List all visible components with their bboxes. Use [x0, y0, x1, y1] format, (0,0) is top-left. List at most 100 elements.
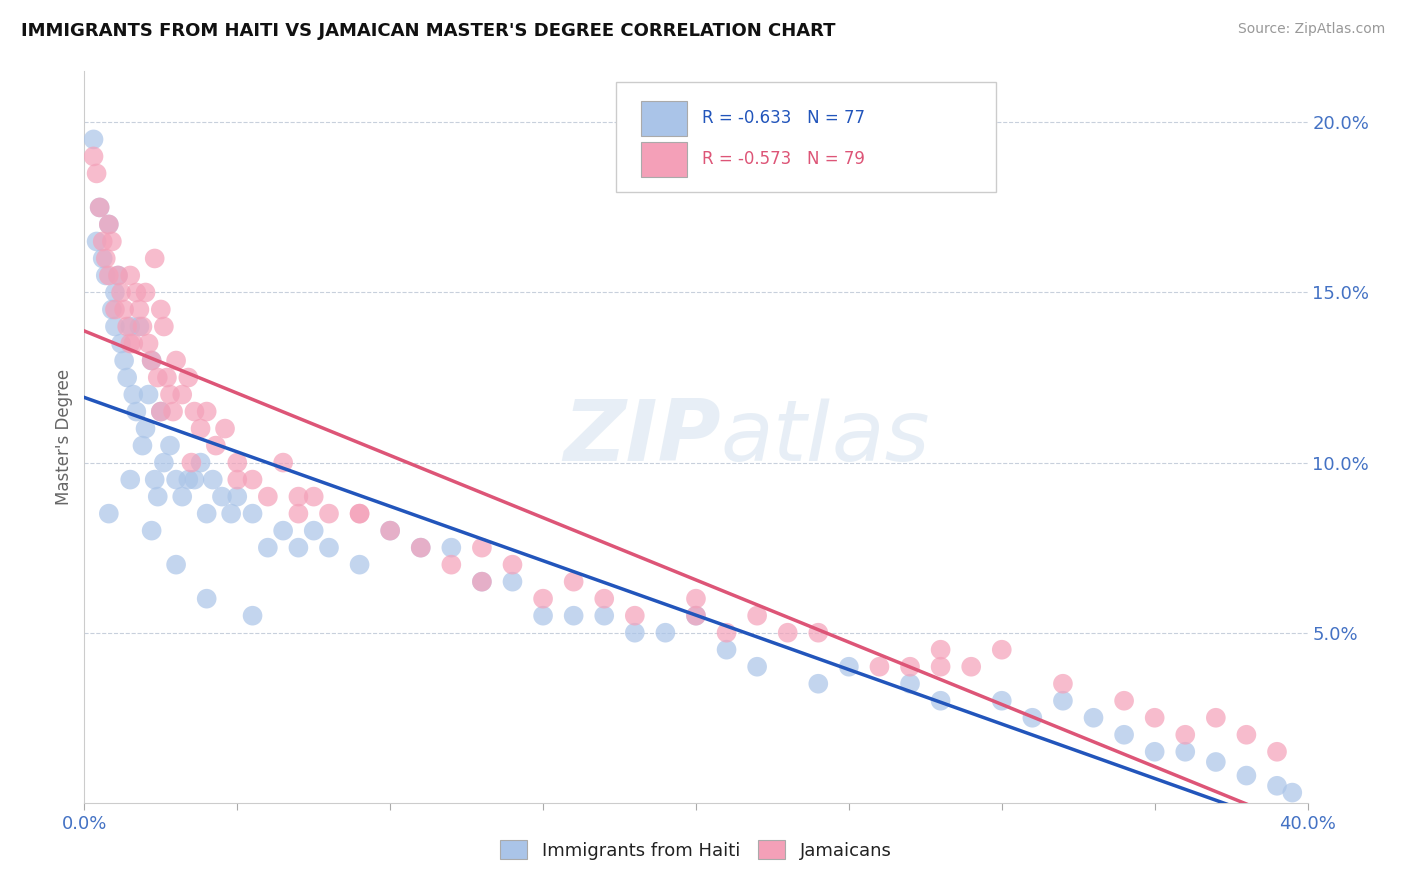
Point [531, 591, 554, 606]
Point [159, 387, 181, 401]
Point [122, 336, 145, 351]
Point [271, 524, 294, 538]
Y-axis label: Master's Degree: Master's Degree [55, 369, 73, 505]
Point [440, 541, 463, 555]
Point [201, 473, 224, 487]
Point [86, 166, 108, 180]
Point [1083, 711, 1105, 725]
Point [562, 608, 585, 623]
Point [1205, 711, 1227, 725]
Point [159, 439, 181, 453]
Point [349, 507, 371, 521]
Point [898, 677, 921, 691]
Point [242, 473, 264, 487]
Point [747, 608, 769, 623]
Point [104, 319, 127, 334]
Point [929, 694, 952, 708]
Point [120, 473, 142, 487]
Text: Source: ZipAtlas.com: Source: ZipAtlas.com [1237, 22, 1385, 37]
Point [120, 336, 142, 351]
Bar [641, 142, 688, 177]
Point [141, 524, 163, 538]
Point [471, 541, 494, 555]
Point [107, 268, 129, 283]
Point [471, 574, 494, 589]
Point [146, 490, 169, 504]
Point [991, 694, 1014, 708]
Point [83, 132, 105, 146]
Point [898, 659, 921, 673]
Point [91, 252, 114, 266]
Point [131, 439, 153, 453]
Point [991, 642, 1014, 657]
Point [190, 421, 212, 435]
Point [141, 353, 163, 368]
Point [257, 490, 280, 504]
Point [1052, 677, 1074, 691]
Point [115, 370, 138, 384]
Point [146, 370, 169, 384]
Point [287, 541, 309, 555]
Point [86, 235, 108, 249]
Point [125, 285, 148, 300]
Point [318, 541, 340, 555]
Point [716, 642, 738, 657]
Point [502, 558, 524, 572]
Point [165, 558, 187, 572]
Point [624, 608, 647, 623]
Point [1174, 728, 1197, 742]
Point [869, 659, 891, 673]
Point [219, 507, 242, 521]
Point [143, 252, 166, 266]
Text: R = -0.573   N = 79: R = -0.573 N = 79 [702, 150, 865, 168]
Point [562, 574, 585, 589]
Point [1114, 694, 1136, 708]
Point [471, 574, 494, 589]
Point [97, 218, 120, 232]
Point [94, 268, 117, 283]
Point [929, 659, 952, 673]
Point [380, 524, 402, 538]
Point [502, 574, 524, 589]
Point [97, 507, 120, 521]
Point [131, 319, 153, 334]
Point [205, 439, 228, 453]
Point [165, 353, 187, 368]
Point [1236, 728, 1258, 742]
Point [838, 659, 860, 673]
Point [747, 659, 769, 673]
Point [242, 507, 264, 521]
Point [172, 490, 194, 504]
Bar [641, 101, 688, 136]
Point [94, 252, 117, 266]
Point [226, 473, 249, 487]
Point [120, 319, 142, 334]
Point [226, 490, 249, 504]
Point [128, 319, 150, 334]
Point [1265, 779, 1288, 793]
Legend: Immigrants from Haiti, Jamaicans: Immigrants from Haiti, Jamaicans [494, 833, 898, 867]
Point [1114, 728, 1136, 742]
Point [156, 370, 179, 384]
Point [149, 302, 172, 317]
Point [138, 387, 160, 401]
Point [101, 235, 124, 249]
Point [128, 302, 150, 317]
Point [271, 456, 294, 470]
Point [83, 149, 105, 163]
Point [149, 404, 172, 418]
Point [593, 591, 616, 606]
Point [685, 591, 707, 606]
Point [120, 268, 142, 283]
Point [104, 302, 127, 317]
Text: atIas: atIas [720, 395, 929, 479]
Point [180, 456, 202, 470]
Point [1281, 786, 1303, 800]
Point [318, 507, 340, 521]
Point [115, 319, 138, 334]
Point [685, 608, 707, 623]
Point [929, 642, 952, 657]
Point [226, 456, 249, 470]
Point [149, 404, 172, 418]
Point [1143, 745, 1166, 759]
